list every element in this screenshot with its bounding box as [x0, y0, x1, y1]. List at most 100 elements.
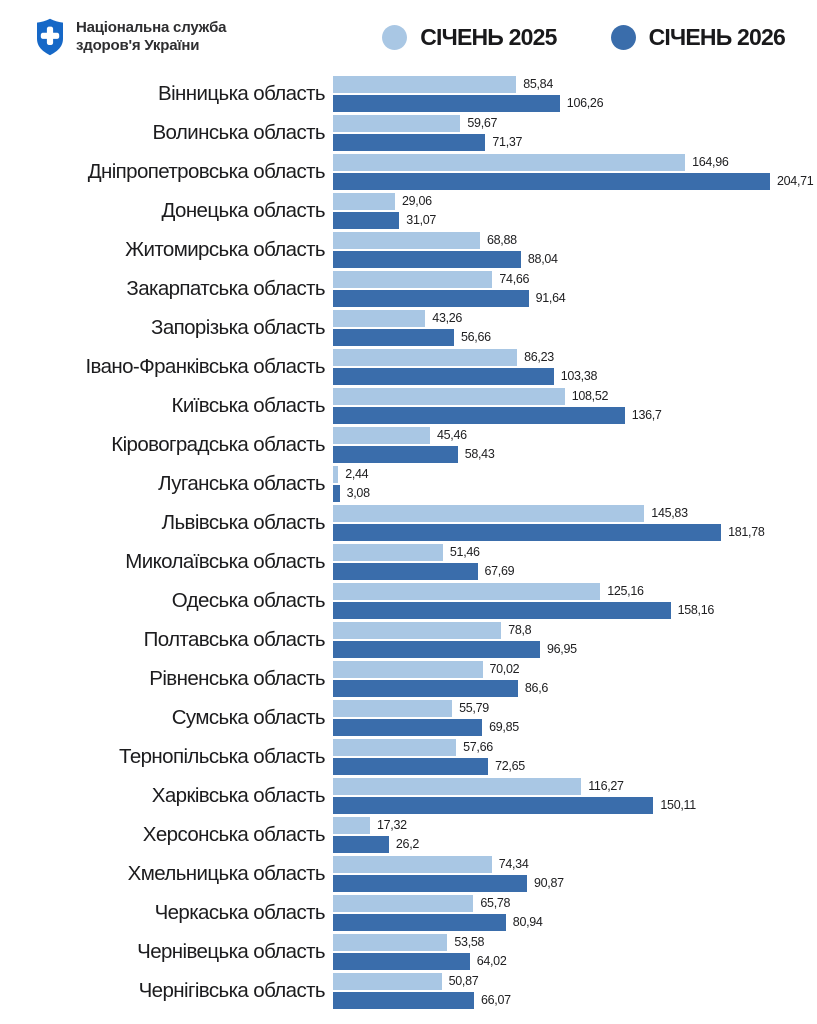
- bar-2025: [333, 153, 686, 171]
- bar-value-2025: 74,66: [499, 272, 530, 286]
- bar-value-2026: 56,66: [461, 330, 491, 344]
- bar-2025: [333, 309, 426, 327]
- bar-line: 181,78: [333, 523, 817, 541]
- region-label: Херсонська область: [142, 822, 326, 846]
- bar-line: 116,27: [333, 777, 817, 795]
- bar-2025: [333, 894, 474, 912]
- bar-value-2025: 59,67: [467, 116, 498, 130]
- bar-value-2025: 53,58: [454, 935, 485, 949]
- org-name-line1: Національна служба: [76, 18, 227, 36]
- bar-2026: [333, 523, 722, 541]
- bar-2025: [333, 192, 395, 210]
- bar-line: 43,26: [333, 309, 817, 327]
- region-label: Донецька область: [161, 198, 326, 222]
- region-label: Дніпропетровська область: [87, 159, 326, 183]
- bar-line: 164,96: [333, 153, 817, 171]
- bar-2025: [333, 699, 453, 717]
- region-label: Одеська область: [171, 588, 326, 612]
- chart-row: Миколаївська область 51,46 67,69: [0, 542, 817, 581]
- bar-line: 66,07: [333, 991, 817, 1009]
- bar-2026: [333, 991, 474, 1009]
- bar-value-2026: 96,95: [547, 642, 577, 656]
- bar-group: 85,84 106,26: [333, 74, 817, 113]
- bar-value-2026: 204,71: [777, 174, 814, 188]
- chart-row: Сумська область 55,79 69,85: [0, 698, 817, 737]
- chart-row: Луганська область 2,44 3,08: [0, 464, 817, 503]
- bar-line: 96,95: [333, 640, 817, 658]
- bar-line: 31,07: [333, 211, 817, 229]
- bar-line: 136,7: [333, 406, 817, 424]
- bar-line: 64,02: [333, 952, 817, 970]
- chart-row: Черкаська область 65,78 80,94: [0, 893, 817, 932]
- bar-group: 78,8 96,95: [333, 620, 817, 659]
- bar-line: 69,85: [333, 718, 817, 736]
- bar-group: 17,32 26,2: [333, 815, 817, 854]
- bar-group: 74,66 91,64: [333, 269, 817, 308]
- region-label: Сумська область: [171, 705, 326, 729]
- shield-cross-icon: [37, 18, 63, 56]
- chart-row: Полтавська область 78,8 96,95: [0, 620, 817, 659]
- chart-row: Харківська область 116,27 150,11: [0, 776, 817, 815]
- bar-value-2025: 145,83: [651, 506, 688, 520]
- bar-line: 3,08: [333, 484, 817, 502]
- bar-value-2026: 67,69: [484, 564, 515, 578]
- bar-value-2025: 86,23: [524, 350, 554, 364]
- bar-line: 58,43: [333, 445, 817, 463]
- bar-value-2025: 55,79: [459, 701, 489, 715]
- region-label: Закарпатська область: [126, 276, 325, 300]
- bar-line: 50,87: [333, 972, 817, 990]
- bar-group: 2,44 3,08: [333, 464, 817, 503]
- bar-group: 53,58 64,02: [333, 932, 817, 971]
- chart-row: Одеська область 125,16 158,16: [0, 581, 817, 620]
- bar-line: 80,94: [333, 913, 817, 931]
- bar-value-2026: 158,16: [677, 603, 715, 617]
- bar-group: 164,96 204,71: [333, 152, 817, 191]
- bar-2026: [333, 874, 527, 892]
- bar-value-2025: 116,27: [588, 779, 624, 793]
- bar-value-2026: 91,64: [535, 291, 566, 305]
- bar-value-2025: 29,06: [402, 194, 432, 208]
- region-label: Львівська область: [161, 510, 326, 534]
- bar-value-2025: 125,16: [607, 584, 644, 598]
- bar-2025: [333, 270, 493, 288]
- region-label: Кіровоградська область: [111, 432, 325, 456]
- region-label: Хмельницька область: [127, 861, 326, 885]
- bar-line: 67,69: [333, 562, 817, 580]
- bar-group: 68,88 88,04: [333, 230, 817, 269]
- bar-2026: [333, 250, 521, 268]
- bar-chart: Вінницька область 85,84 106,26 Волинська об…: [0, 74, 817, 1010]
- bar-line: 204,71: [333, 172, 817, 190]
- bar-2026: [333, 601, 671, 619]
- region-label: Вінницька область: [158, 81, 326, 105]
- bar-2025: [333, 231, 480, 249]
- bar-line: 26,2: [333, 835, 817, 853]
- bar-line: 106,26: [333, 94, 817, 112]
- bar-value-2026: 86,6: [524, 681, 549, 695]
- bar-line: 91,64: [333, 289, 817, 307]
- bar-2025: [333, 543, 443, 561]
- bar-value-2026: 31,07: [406, 213, 437, 227]
- bar-value-2025: 43,26: [432, 311, 463, 325]
- bar-line: 45,46: [333, 426, 817, 444]
- bar-2026: [333, 952, 470, 970]
- legend-item-2025: СІЧЕНЬ 2025: [382, 24, 557, 51]
- bar-line: 72,65: [333, 757, 817, 775]
- bar-value-2025: 85,84: [523, 77, 553, 91]
- chart-row: Житомирська область 68,88 88,04: [0, 230, 817, 269]
- bar-line: 2,44: [333, 465, 817, 483]
- bar-group: 57,66 72,65: [333, 737, 817, 776]
- bar-2026: [333, 718, 483, 736]
- region-label: Рівненська область: [149, 666, 325, 690]
- bar-group: 70,02 86,6: [333, 659, 817, 698]
- region-label: Івано-Франківська область: [85, 354, 325, 378]
- bar-group: 55,79 69,85: [333, 698, 817, 737]
- bar-line: 55,79: [333, 699, 817, 717]
- bar-line: 71,37: [333, 133, 817, 151]
- bar-line: 150,11: [333, 796, 817, 814]
- chart-legend: СІЧЕНЬ 2025 СІЧЕНЬ 2026: [382, 24, 789, 51]
- chart-row: Чернігівська область 50,87 66,07: [0, 971, 817, 1010]
- bar-value-2026: 26,2: [395, 837, 420, 851]
- chart-row: Івано-Франківська область 86,23 103,38: [0, 347, 817, 386]
- bar-2025: [333, 621, 502, 639]
- bar-2026: [333, 484, 340, 502]
